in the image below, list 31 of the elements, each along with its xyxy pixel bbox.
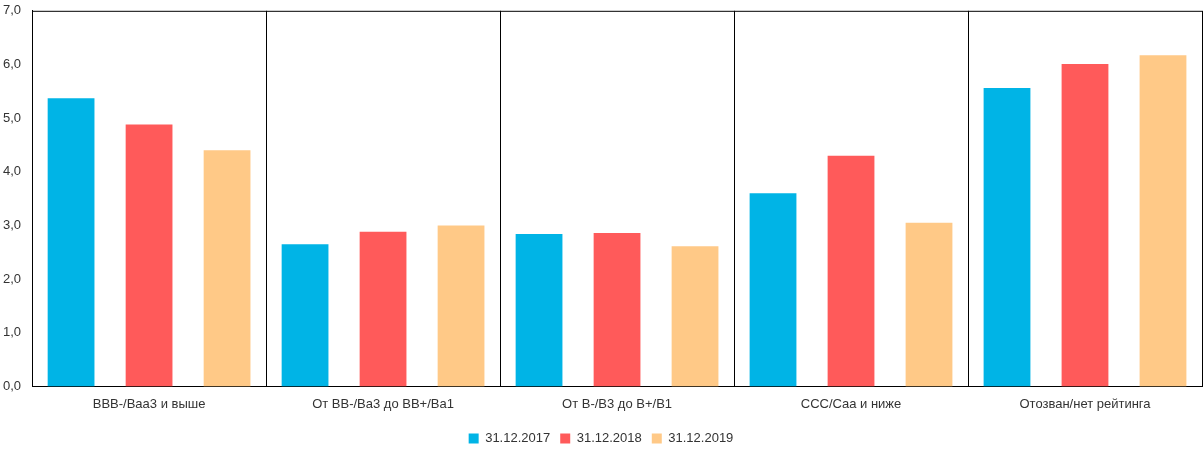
y-tick-label: 2,0 bbox=[2, 270, 22, 286]
x-tick-label: Отозван/нет рейтинга bbox=[1019, 395, 1152, 411]
bar bbox=[281, 244, 329, 387]
bar bbox=[983, 88, 1031, 387]
x-tick-label: От B-/B3 до B+/B1 bbox=[562, 395, 673, 411]
y-tick-label: 6,0 bbox=[2, 56, 22, 72]
bar bbox=[125, 124, 173, 387]
bar bbox=[1139, 55, 1187, 387]
bar bbox=[47, 98, 95, 387]
x-tick-label: BBB-/Baa3 и выше bbox=[92, 395, 206, 411]
y-tick-label: 7,0 bbox=[2, 2, 22, 18]
bar bbox=[905, 222, 953, 387]
bar bbox=[593, 232, 641, 387]
y-tick-label: 5,0 bbox=[2, 109, 22, 125]
bar bbox=[359, 231, 407, 387]
bar bbox=[827, 155, 875, 387]
bar bbox=[671, 246, 719, 387]
x-tick-label: CCC/Caa и ниже bbox=[800, 395, 902, 411]
y-tick-label: 4,0 bbox=[2, 163, 22, 179]
bar bbox=[437, 225, 485, 387]
bar bbox=[515, 234, 563, 387]
bar bbox=[1061, 63, 1109, 387]
legend-label: 31.12.2019 bbox=[668, 430, 734, 446]
bar bbox=[203, 150, 251, 387]
legend-label: 31.12.2018 bbox=[576, 430, 642, 446]
x-tick-label: От BB-/Ba3 до BB+/Ba1 bbox=[312, 395, 454, 411]
y-tick-label: 3,0 bbox=[2, 217, 22, 233]
y-tick-label: 0,0 bbox=[2, 377, 22, 393]
bar bbox=[749, 193, 797, 387]
legend-label: 31.12.2017 bbox=[485, 430, 551, 446]
y-tick-label: 1,0 bbox=[2, 324, 22, 340]
